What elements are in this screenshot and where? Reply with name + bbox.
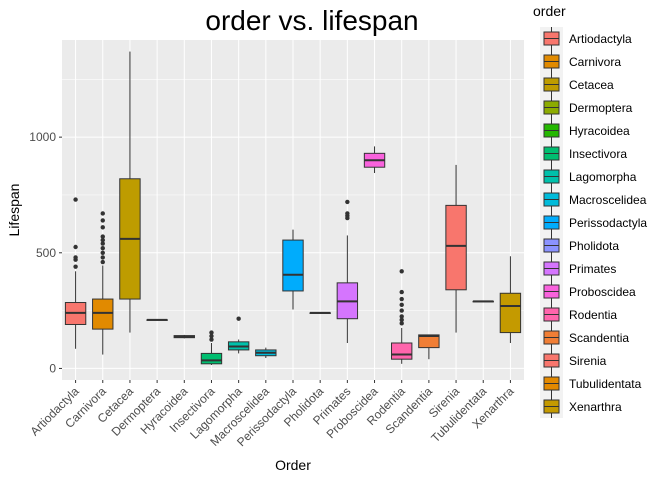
outlier-point (100, 237, 105, 243)
box-iqr (391, 342, 413, 360)
legend-label: Pholidota (569, 239, 619, 253)
box-cetacea (119, 51, 141, 333)
box-proboscidea (363, 146, 386, 173)
legend-item-dermoptera: Dermoptera (540, 96, 633, 119)
outlier-point (345, 199, 350, 205)
legend-item-perissodactyla: Perissodactyla (540, 211, 647, 234)
legend-label: Perissodactyla (569, 216, 647, 230)
outlier-point (100, 241, 105, 246)
legend-item-hyracoidea: Hyracoidea (540, 119, 630, 142)
box-pholidota (309, 311, 331, 314)
box-rodentia (391, 269, 413, 364)
legend-label: Cetacea (569, 78, 614, 92)
legend-item-carnivora: Carnivora (540, 50, 621, 73)
boxes (64, 51, 522, 365)
y-axis-title: Lifespan (6, 184, 22, 237)
x-axis-ticks: ArtiodactylaCarnivoraCetaceaDermopteraHy… (27, 380, 517, 449)
legend-item-xenarthra: Xenarthra (540, 395, 622, 418)
legend-item-scandentia: Scandentia (540, 326, 629, 349)
outlier-point (73, 255, 78, 260)
y-tick-label: 500 (36, 246, 56, 260)
box-iqr (445, 204, 467, 291)
legend-item-macroscelidea: Macroscelidea (540, 188, 647, 211)
outlier-point (236, 316, 241, 321)
box-iqr (499, 292, 522, 334)
legend-label: Lagomorpha (569, 170, 637, 184)
outlier-point (73, 264, 78, 269)
legend-label: Tubulidentata (569, 377, 642, 391)
outlier-point (209, 330, 214, 335)
legend-label: Carnivora (569, 55, 621, 69)
y-tick-label: 0 (49, 361, 56, 375)
legend-label: Xenarthra (569, 400, 622, 414)
x-axis-title: Order (275, 457, 311, 473)
legend-label: Scandentia (569, 331, 629, 345)
legend-item-artiodactyla: Artiodactyla (540, 27, 632, 50)
outlier-point (73, 244, 78, 250)
outlier-point (100, 225, 105, 230)
outlier-point (209, 333, 214, 339)
box-iqr (418, 334, 440, 349)
legend-item-pholidota: Pholidota (540, 234, 619, 257)
outlier-point (399, 321, 404, 326)
box-iqr (200, 352, 223, 365)
legend-item-insectivora: Insectivora (540, 142, 627, 165)
outlier-point (345, 211, 350, 216)
outlier-point (100, 245, 105, 251)
legend-item-primates: Primates (540, 257, 616, 280)
legend-label: Proboscidea (569, 285, 636, 299)
box-dermoptera (146, 318, 168, 321)
outlier-point (100, 259, 105, 265)
legend-label: Primates (569, 262, 616, 276)
outlier-point (399, 302, 404, 308)
outlier-point (100, 250, 105, 255)
legend-label: Sirenia (569, 354, 607, 368)
y-tick-label: 1000 (29, 130, 56, 144)
box-iqr (92, 298, 114, 330)
legend-label: Artiodactyla (569, 32, 632, 46)
box-sirenia (445, 164, 467, 333)
chart-title: order vs. lifespan (205, 5, 418, 36)
legend-item-cetacea: Cetacea (540, 73, 614, 96)
outlier-point (399, 317, 404, 323)
legend-label: Dermoptera (569, 101, 633, 115)
legend-label: Macroscelidea (569, 193, 647, 207)
legend-label: Insectivora (569, 147, 627, 161)
legend-item-lagomorpha: Lagomorpha (540, 165, 637, 188)
legend-item-proboscidea: Proboscidea (540, 280, 636, 303)
legend-item-rodentia: Rodentia (540, 303, 617, 326)
legend-label: Rodentia (569, 308, 617, 322)
outlier-point (73, 197, 78, 202)
box-insectivora (200, 330, 223, 365)
box-iqr (282, 239, 304, 292)
outlier-point (100, 211, 105, 216)
box-primates (336, 199, 359, 343)
box-hyracoidea (173, 334, 195, 339)
legend-item-tubulidentata: Tubulidentata (540, 372, 642, 395)
legend-label: Hyracoidea (569, 124, 630, 138)
outlier-point (399, 314, 404, 319)
box-lagomorpha (227, 316, 250, 354)
outlier-point (100, 218, 105, 223)
box-carnivora (92, 211, 114, 355)
legend: Artiodactyla Carnivora Cetacea Dermoptera Hy… (540, 27, 647, 418)
box-artiodactyla (64, 197, 87, 349)
box-macroscelidea (255, 347, 277, 359)
outlier-point (209, 337, 214, 342)
outlier-point (399, 296, 404, 302)
outlier-point (399, 269, 404, 274)
box-tubulidentata (472, 300, 494, 303)
y-axis-ticks: 0 500 1000 (29, 130, 62, 375)
outlier-point (399, 289, 404, 295)
outlier-point (100, 255, 105, 260)
legend-title: order (533, 3, 566, 19)
outlier-point (399, 308, 404, 313)
box-xenarthra (499, 256, 522, 343)
legend-item-sirenia: Sirenia (540, 349, 607, 372)
box-scandentia (418, 334, 440, 360)
outlier-point (100, 234, 105, 239)
box-perissodactyla (282, 229, 304, 310)
